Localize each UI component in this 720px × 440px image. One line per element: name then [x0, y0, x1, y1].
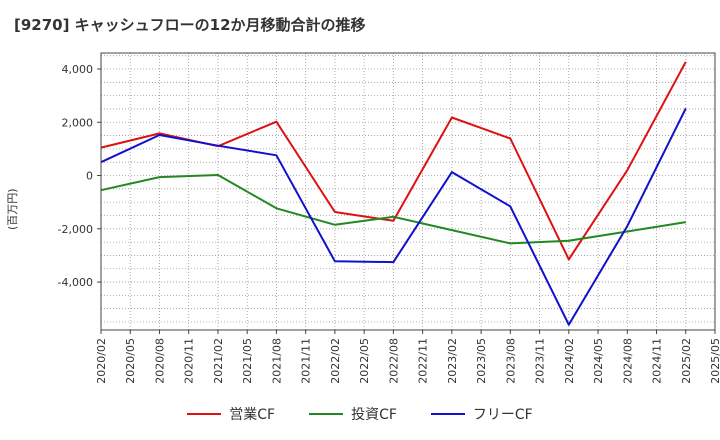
legend-label-investing-cf: 投資CF	[351, 407, 397, 423]
series-layer	[100, 61, 687, 326]
legend-swatch-investing-cf	[309, 413, 344, 415]
legend-item-investing-cf: 投資CF	[309, 404, 397, 424]
legend-swatch-operating-cf	[187, 413, 222, 415]
y-axis-ticks: -4,000 -2,000 0 2,000 4,000	[58, 63, 101, 289]
x-tick-label: 2023/02	[446, 338, 459, 384]
legend: 営業CF 投資CF フリーCF	[0, 404, 720, 424]
x-tick-label: 2020/02	[95, 338, 108, 384]
x-tick-label: 2022/11	[417, 338, 430, 384]
x-tick-label: 2021/05	[241, 338, 254, 384]
x-tick-label: 2022/05	[358, 338, 371, 384]
x-tick-label: 2020/05	[124, 338, 137, 384]
x-tick-label: 2023/05	[475, 338, 488, 384]
y-tick-label: 4,000	[62, 63, 94, 76]
y-tick-label: 2,000	[62, 116, 94, 129]
chart-title: [9270] キャッシュフローの12か月移動合計の推移	[14, 16, 366, 34]
x-tick-label: 2022/02	[329, 338, 342, 384]
legend-item-operating-cf: 営業CF	[187, 404, 275, 424]
x-tick-label: 2024/05	[592, 338, 605, 384]
x-tick-label: 2023/11	[534, 338, 547, 384]
x-tick-label: 2021/08	[270, 338, 283, 384]
legend-label-free-cf: フリーCF	[472, 407, 533, 423]
x-tick-label: 2024/02	[563, 338, 576, 384]
legend-swatch-free-cf	[430, 413, 465, 415]
x-tick-label: 2024/11	[651, 338, 664, 384]
plot-area	[101, 53, 715, 330]
series-line-investing-cf	[100, 174, 686, 245]
x-tick-label: 2024/08	[621, 338, 634, 384]
x-tick-label: 2020/11	[183, 338, 196, 384]
legend-label-operating-cf: 営業CF	[229, 407, 276, 423]
x-tick-label: 2021/02	[212, 338, 225, 384]
x-tick-label: 2020/08	[153, 338, 166, 384]
x-axis-ticks: 2020/02 2020/05 2020/08 2020/11 2021/02 2021/…	[95, 330, 720, 384]
x-tick-label: 2025/02	[680, 338, 693, 384]
y-tick-label: -2,000	[58, 223, 93, 236]
x-tick-label: 2025/05	[709, 338, 720, 384]
x-tick-label: 2021/11	[300, 338, 313, 384]
series-line-free-cf	[100, 107, 687, 326]
y-tick-label: 0	[86, 170, 93, 183]
plot-border	[100, 52, 716, 331]
x-tick-label: 2023/08	[504, 338, 517, 384]
legend-item-free-cf: フリーCF	[430, 404, 533, 424]
x-tick-label: 2022/08	[387, 338, 400, 384]
y-tick-label: -4,000	[58, 276, 93, 289]
